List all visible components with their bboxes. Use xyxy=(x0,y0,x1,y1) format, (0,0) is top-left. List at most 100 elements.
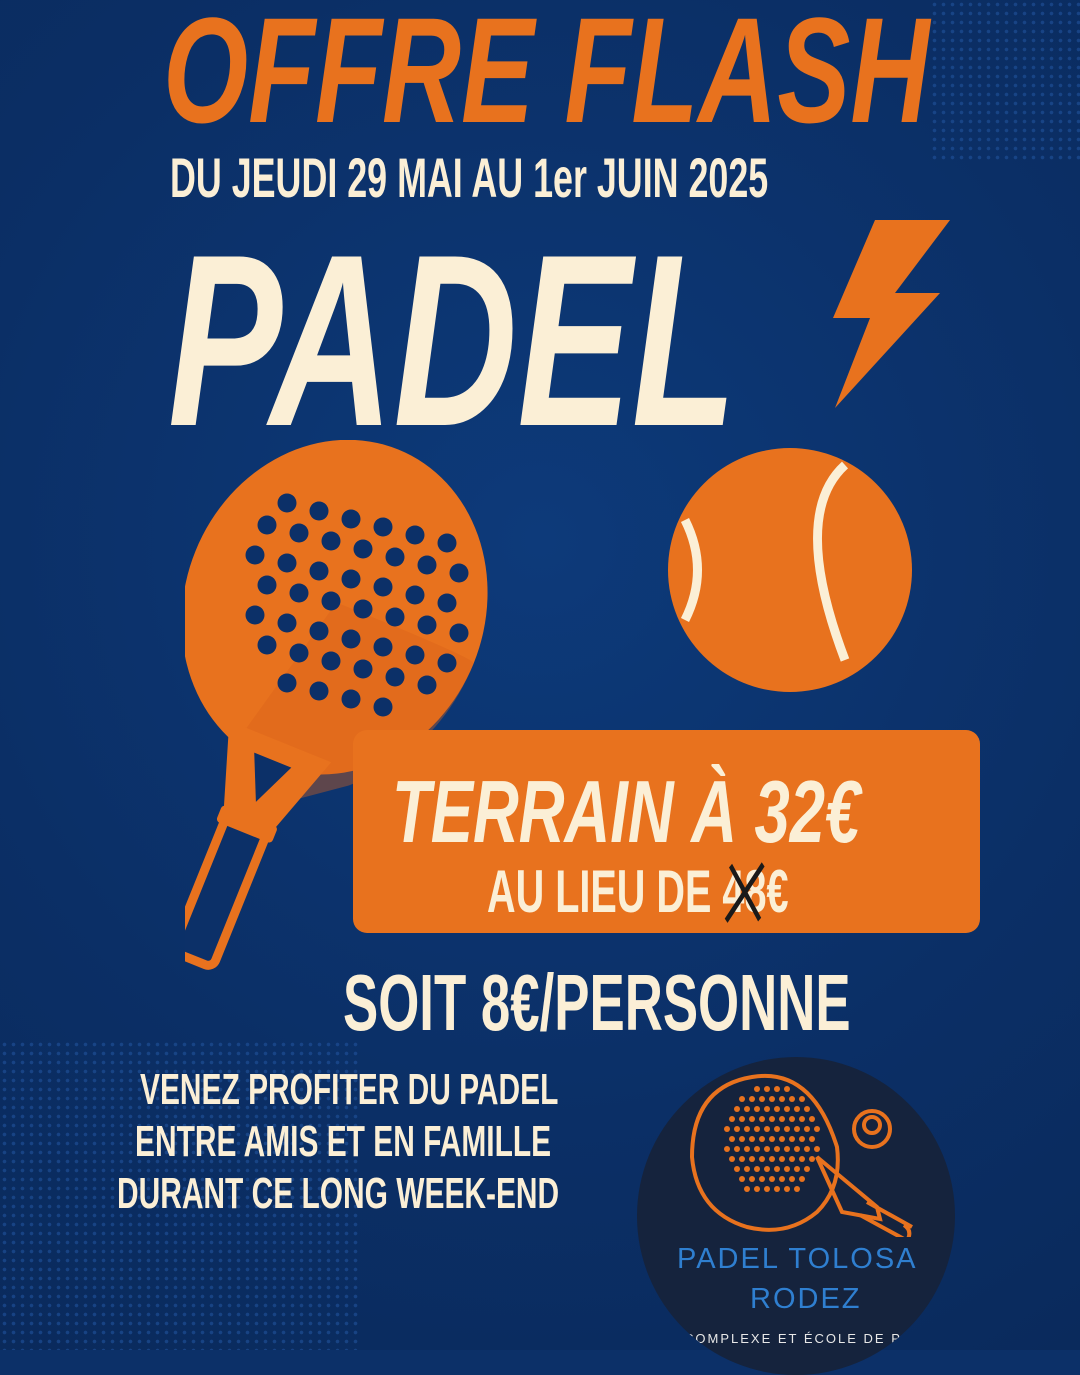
message-line-3: DURANT CE LONG WEEK-END xyxy=(117,1169,560,1218)
racket-hole xyxy=(449,563,469,583)
logo-racket-hole xyxy=(764,1166,770,1172)
logo-racket-hole xyxy=(774,1106,780,1112)
old-price-currency: € xyxy=(766,858,789,925)
per-person-price: SOIT 8€/PERSONNE xyxy=(343,958,851,1047)
racket-hole xyxy=(341,629,361,649)
price-line: TERRAIN À 32€ xyxy=(392,762,861,861)
sport-title: PADEL xyxy=(168,203,737,477)
racket-hole xyxy=(257,515,277,535)
racket-hole xyxy=(353,539,373,559)
logo-racket-hole xyxy=(764,1126,770,1132)
logo-racket-hole xyxy=(799,1136,805,1142)
logo-racket-hole xyxy=(779,1096,785,1102)
racket-hole xyxy=(385,667,405,687)
message-line-1: VENEZ PROFITER DU PADEL xyxy=(140,1065,559,1114)
logo-racket-hole xyxy=(764,1106,770,1112)
racket-hole xyxy=(353,659,373,679)
racket-hole xyxy=(437,533,457,553)
racket-hole xyxy=(353,599,373,619)
logo-racket-icon xyxy=(689,1073,913,1237)
racket-hole xyxy=(341,569,361,589)
racket-hole xyxy=(309,561,329,581)
logo-racket-hole xyxy=(739,1176,745,1182)
logo-racket-hole xyxy=(799,1096,805,1102)
racket-hole xyxy=(321,651,341,671)
racket-hole xyxy=(437,653,457,673)
logo-racket-hole xyxy=(799,1116,805,1122)
racket-hole xyxy=(289,643,309,663)
racket-hole xyxy=(373,637,393,657)
logo-racket-hole xyxy=(794,1186,800,1192)
logo-racket-hole xyxy=(744,1186,750,1192)
logo-racket-hole xyxy=(734,1146,740,1152)
logo-racket-hole xyxy=(804,1146,810,1152)
logo-racket-hole xyxy=(779,1156,785,1162)
racket-hole xyxy=(341,689,361,709)
logo-racket-hole xyxy=(734,1106,740,1112)
logo-racket-hole xyxy=(799,1156,805,1162)
logo-racket-hole xyxy=(754,1106,760,1112)
old-price-line: AU LIEU DE 48€ xyxy=(487,862,789,922)
logo-racket-hole xyxy=(769,1136,775,1142)
logo-racket-hole xyxy=(744,1106,750,1112)
logo-racket-hole xyxy=(759,1156,765,1162)
logo-racket-hole xyxy=(769,1116,775,1122)
logo-racket-hole xyxy=(759,1116,765,1122)
racket-hole xyxy=(405,525,425,545)
old-price-prefix: AU LIEU DE xyxy=(487,858,723,925)
logo-name-line-2: RODEZ xyxy=(750,1283,862,1315)
logo-racket-hole xyxy=(794,1146,800,1152)
logo-racket-hole xyxy=(754,1146,760,1152)
logo-racket-hole xyxy=(804,1166,810,1172)
racket-hole xyxy=(277,493,297,513)
logo-racket-hole xyxy=(774,1086,780,1092)
racket-hole xyxy=(321,531,341,551)
logo-racket-hole xyxy=(809,1156,815,1162)
strike-cross-icon xyxy=(722,862,766,922)
logo-racket-hole xyxy=(754,1126,760,1132)
logo-racket-hole xyxy=(784,1126,790,1132)
racket-hole xyxy=(417,555,437,575)
racket-hole xyxy=(373,517,393,537)
logo-name-line-1: PADEL TOLOSA xyxy=(677,1243,918,1275)
logo-racket-hole xyxy=(749,1156,755,1162)
logo-racket-hole xyxy=(789,1176,795,1182)
logo-racket-hole xyxy=(769,1156,775,1162)
logo-tagline: COMPLEXE ET ÉCOLE DE PADEL xyxy=(684,1331,943,1346)
racket-hole xyxy=(277,553,297,573)
logo-racket-hole xyxy=(749,1096,755,1102)
racket-hole xyxy=(437,593,457,613)
message-line-2: ENTRE AMIS ET EN FAMILLE xyxy=(135,1117,552,1166)
padel-racket-icon xyxy=(185,440,488,970)
logo-racket-hole xyxy=(764,1186,770,1192)
racket-hole xyxy=(385,607,405,627)
logo-racket-hole xyxy=(724,1126,730,1132)
logo-racket-hole xyxy=(744,1146,750,1152)
racket-hole xyxy=(405,585,425,605)
logo-racket-hole xyxy=(804,1126,810,1132)
racket-hole xyxy=(257,635,277,655)
logo-racket-hole xyxy=(774,1186,780,1192)
price-box xyxy=(353,730,980,933)
logo-racket-hole xyxy=(809,1136,815,1142)
halftone-pattern xyxy=(930,0,1080,160)
logo-racket-hole xyxy=(779,1116,785,1122)
logo-racket-hole xyxy=(784,1086,790,1092)
logo-racket-hole xyxy=(739,1136,745,1142)
club-logo: PADEL TOLOSA RODEZ COMPLEXE ET ÉCOLE DE … xyxy=(637,1057,955,1375)
racket-hole xyxy=(309,501,329,521)
logo-racket-hole xyxy=(749,1116,755,1122)
racket-hole xyxy=(341,509,361,529)
racket-hole xyxy=(257,575,277,595)
logo-racket-hole xyxy=(814,1146,820,1152)
logo-racket-hole xyxy=(799,1176,805,1182)
logo-racket-hole xyxy=(789,1116,795,1122)
logo-racket-hole xyxy=(759,1136,765,1142)
ball-icon xyxy=(668,448,912,692)
logo-racket-hole xyxy=(804,1106,810,1112)
logo-racket-hole xyxy=(784,1186,790,1192)
racket-hole xyxy=(405,645,425,665)
old-price-struck: 48 xyxy=(722,862,766,922)
halftone-pattern xyxy=(0,1040,360,1350)
logo-racket-hole xyxy=(794,1166,800,1172)
